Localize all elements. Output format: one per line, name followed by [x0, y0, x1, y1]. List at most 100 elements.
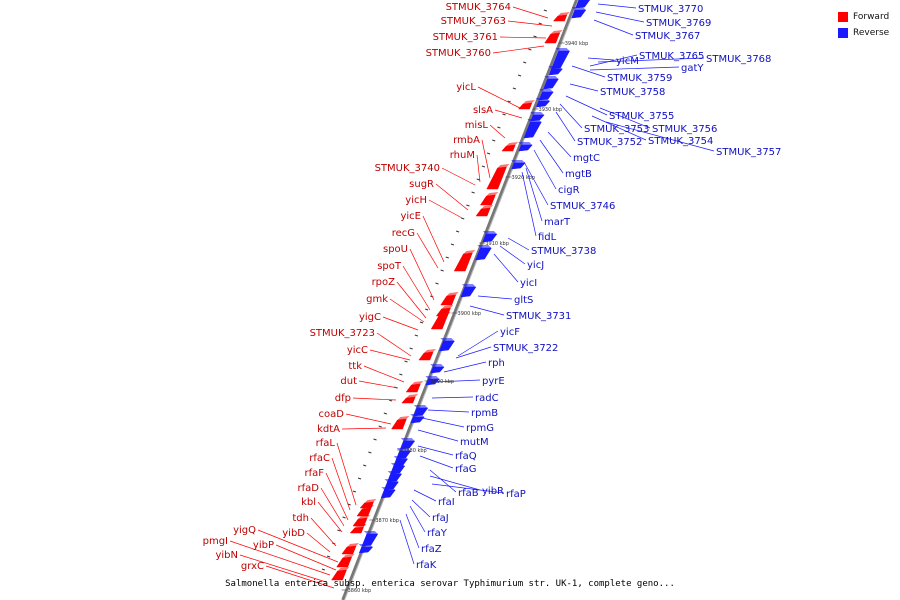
forward-gene [486, 166, 507, 190]
forward-gene-label: rfaL [316, 438, 336, 449]
forward-gene-top [486, 192, 499, 196]
reverse-gene-label: mgtB [565, 169, 592, 180]
forward-gene [440, 294, 457, 306]
reverse-gene-top [413, 405, 428, 408]
reverse-gene-label: gltS [514, 295, 533, 306]
reverse-leader-line [589, 66, 680, 71]
forward-gene-label: ttk [348, 361, 362, 372]
reverse-leader-line [539, 139, 564, 174]
forward-gene [479, 194, 496, 206]
reverse-gene-label: rfaZ [421, 544, 442, 555]
legend-item-reverse: Reverse [838, 25, 889, 41]
forward-gene-label: grxC [241, 561, 264, 572]
forward-gene [405, 383, 421, 393]
forward-gene [501, 144, 516, 152]
forward-gene-label: yicL [456, 82, 476, 93]
forward-gene-label: STMUK_3761 [433, 32, 498, 43]
tick-label: 3910 kbp [485, 241, 509, 247]
reverse-gene-label: rfaI [438, 497, 455, 508]
forward-gene-top [358, 515, 371, 519]
reverse-leader-line [421, 417, 465, 428]
reverse-gene-top [527, 119, 542, 122]
tick-label: 3900 kbp [458, 311, 482, 317]
reverse-gene-top [384, 479, 399, 482]
forward-leader-line [257, 529, 339, 563]
axis-dash [512, 87, 517, 90]
forward-leader-line [507, 20, 553, 27]
reverse-gene-label: yicJ [527, 260, 544, 271]
reverse-leader-line [591, 115, 647, 141]
forward-leader-line [345, 413, 392, 425]
forward-gene [401, 396, 416, 404]
forward-gene-label: kdtA [317, 424, 340, 435]
tick-label: 3930 kbp [539, 107, 563, 113]
reverse-leader-line [429, 469, 457, 493]
forward-gene-label: sugR [409, 179, 434, 190]
axis-dash [419, 321, 424, 324]
forward-leader-line [382, 316, 419, 331]
reverse-leader-line [457, 330, 499, 357]
reverse-gene-label: rpmG [466, 423, 494, 434]
forward-gene [356, 507, 372, 517]
forward-leader-line [310, 517, 337, 547]
forward-gene-top [354, 524, 367, 528]
reverse-gene-label: rfaJ [432, 513, 449, 524]
axis-dash [388, 399, 393, 402]
forward-gene-label: kbl [301, 497, 316, 508]
axis-dash [538, 22, 542, 25]
forward-leader-line [428, 199, 463, 219]
reverse-leader-line [605, 121, 715, 152]
reverse-gene-label: STMUK_3746 [550, 201, 615, 212]
forward-gene-label: yigC [359, 312, 381, 323]
forward-gene-top [411, 381, 424, 385]
forward-leader-line [275, 544, 337, 571]
axis-dash [352, 490, 357, 493]
forward-gene-label: STMUK_3764 [446, 2, 511, 13]
axis-dash [528, 48, 532, 51]
forward-gene-top [337, 567, 350, 571]
axis-dash [409, 347, 413, 350]
reverse-leader-line [599, 107, 651, 129]
forward-gene [418, 351, 434, 361]
forward-leader-line [317, 501, 343, 533]
reverse-gene-label: STMUK_3753 [584, 124, 649, 135]
reverse-gene-top [393, 456, 408, 459]
reverse-gene-label: marT [544, 217, 571, 228]
forward-gene [453, 252, 473, 272]
forward-leader-line [494, 109, 523, 119]
forward-gene [517, 102, 533, 110]
reverse-gene-top [430, 364, 445, 367]
forward-gene-label: dut [340, 376, 357, 387]
reverse-leader-line [399, 519, 415, 565]
reverse-gene-top [358, 544, 373, 547]
axis-dash [414, 334, 418, 337]
reverse-leader-line [523, 161, 549, 206]
reverse-gene-label: rfaQ [455, 451, 477, 462]
reverse-gene-top [477, 245, 492, 248]
forward-leader-line [341, 427, 387, 430]
axis-dash [481, 165, 486, 168]
axis-dash [533, 35, 537, 38]
forward-gene-top [550, 30, 563, 34]
axis-dash [455, 230, 460, 233]
reverse-gene-label: STMUK_3770 [638, 4, 703, 15]
forward-gene [475, 207, 491, 217]
reverse-gene-label: yicF [500, 327, 520, 338]
reverse-gene-label: STMUK_3758 [600, 87, 665, 98]
forward-leader-line [358, 380, 399, 389]
forward-leader-line [435, 183, 469, 211]
reverse-gene-top [461, 284, 476, 287]
axis-dash [383, 412, 388, 415]
forward-gene-label: pmgI [203, 536, 228, 547]
forward-leader-line [477, 86, 521, 109]
reverse-leader-line [597, 3, 637, 9]
forward-leader-line [396, 281, 427, 319]
forward-gene-top [557, 12, 570, 16]
reverse-gene-top [387, 471, 402, 474]
forward-gene-label: yibD [282, 528, 305, 539]
reverse-gene-label: yibR [482, 486, 504, 497]
legend-item-forward: Forward [838, 9, 889, 25]
forward-gene-top [397, 416, 410, 420]
forward-gene-top [463, 250, 476, 254]
axis-dash [471, 191, 475, 194]
